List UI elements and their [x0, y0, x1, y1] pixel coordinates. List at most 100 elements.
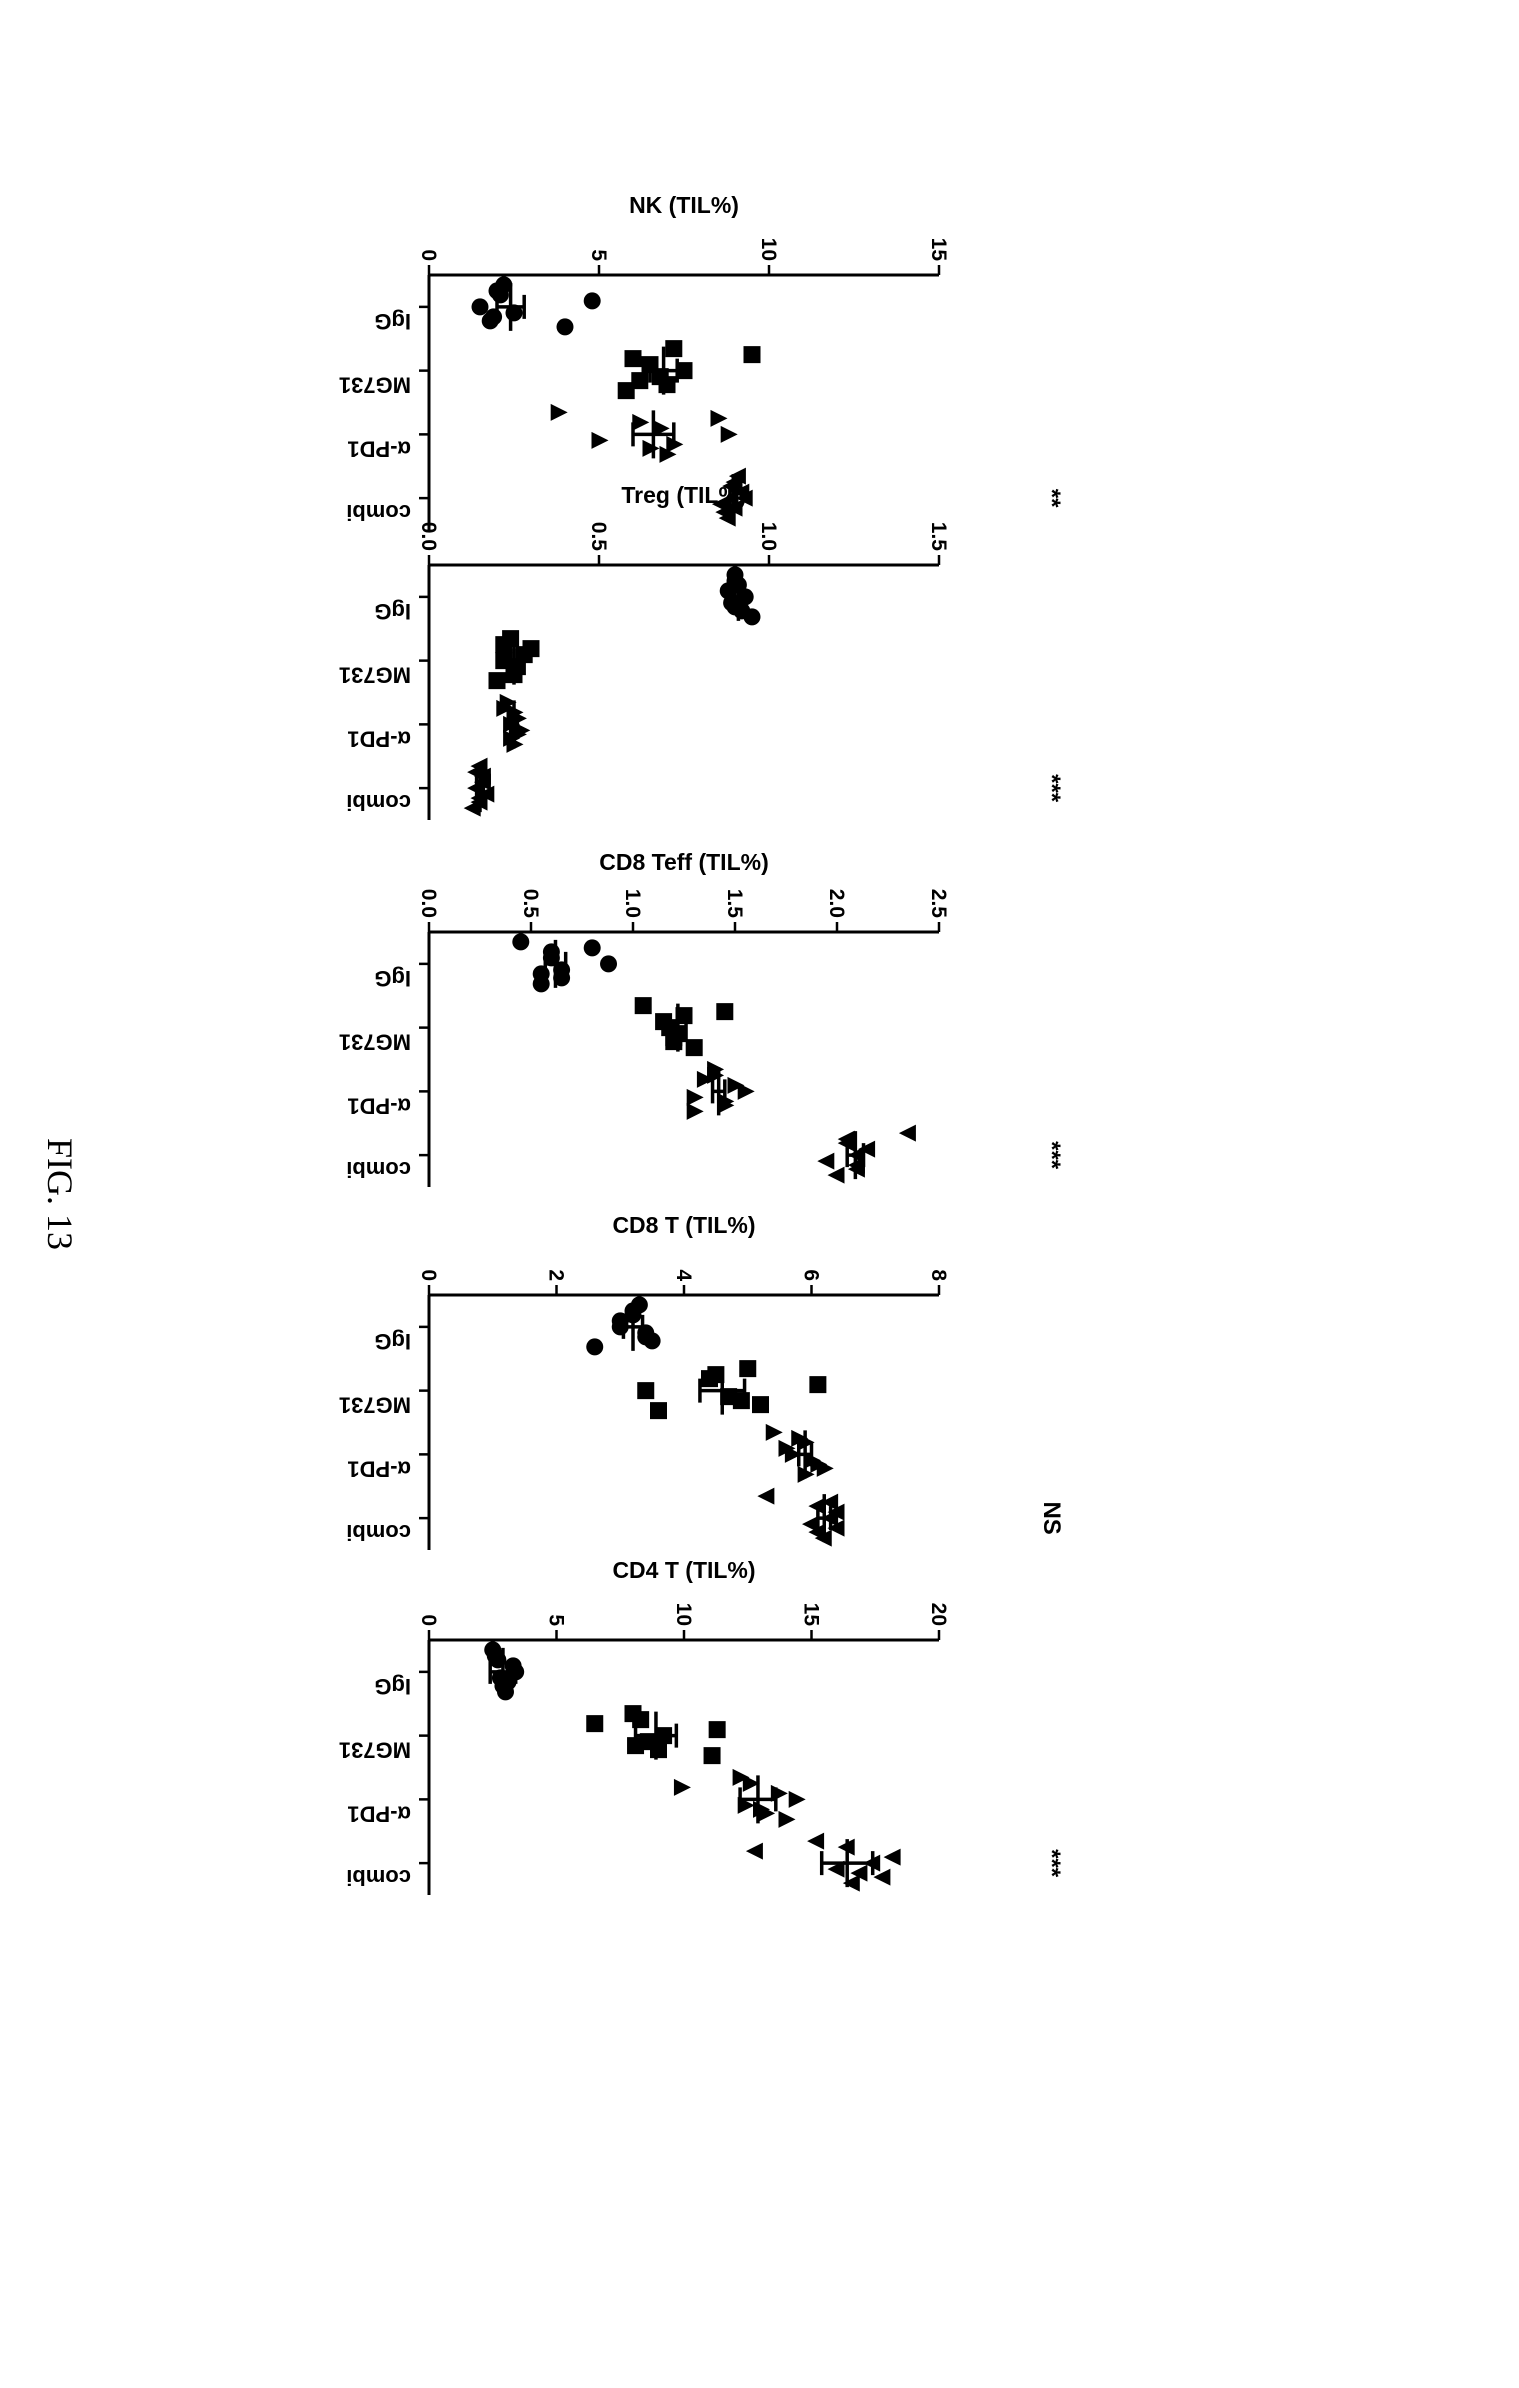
- data-point: [624, 350, 642, 368]
- data-point: [850, 1864, 868, 1882]
- category-label: combi: [346, 1865, 411, 1890]
- data-point: [711, 495, 729, 513]
- data-point: [696, 1070, 714, 1088]
- data-point: [720, 425, 738, 443]
- data-point: [703, 1747, 721, 1765]
- data-point: [858, 1140, 876, 1158]
- category-label: IgG: [374, 1329, 411, 1354]
- data-point: [739, 1360, 757, 1378]
- y-tick-label: 0: [417, 249, 440, 261]
- data-point: [637, 1382, 655, 1400]
- category-label: combi: [346, 1157, 411, 1182]
- data-point: [471, 298, 489, 316]
- data-point: [485, 308, 503, 326]
- category-label: α-PD1: [347, 436, 411, 461]
- y-tick-label: 20: [927, 1603, 950, 1626]
- data-point: [716, 1003, 734, 1021]
- scatter-panel-4: 0 5 10 15 NK (TIL%) IgG MG731 α-PD1 combi **: [339, 192, 1065, 530]
- data-point: [673, 1778, 691, 1796]
- y-tick-label: 2: [545, 1269, 568, 1281]
- data-point: [583, 292, 601, 310]
- y-tick-label: 5: [545, 1614, 568, 1626]
- data-point: [708, 1721, 726, 1739]
- category-label: MG731: [339, 1030, 411, 1055]
- data-point: [665, 340, 683, 358]
- data-point: [685, 1039, 703, 1057]
- category-label: α-PD1: [347, 726, 411, 751]
- data-point: [686, 1102, 704, 1120]
- data-point: [632, 413, 650, 431]
- category-label: MG731: [339, 663, 411, 688]
- significance-label: ***: [1038, 1141, 1065, 1170]
- data-point: [586, 1715, 604, 1733]
- data-point: [743, 346, 761, 364]
- data-point: [583, 939, 601, 957]
- category-label: IgG: [374, 1674, 411, 1699]
- data-point: [631, 372, 649, 390]
- category-label: IgG: [374, 309, 411, 334]
- data-point: [550, 403, 568, 421]
- data-point: [512, 933, 530, 951]
- y-tick-label: 10: [757, 238, 780, 261]
- data-point: [634, 997, 652, 1015]
- y-tick-label: 4: [672, 1269, 695, 1281]
- data-point: [718, 509, 736, 527]
- category-label: IgG: [374, 966, 411, 991]
- y-tick-label: 0: [417, 1269, 440, 1281]
- category-label: combi: [346, 500, 411, 525]
- y-tick-label: 1.5: [723, 889, 746, 919]
- scatter-panel-2: 0.0 0.5 1.0 1.5 2.0 2.5 CD8 Teff (TIL%) IgG MG73…: [339, 849, 1065, 1187]
- data-point: [727, 1076, 745, 1094]
- data-point: [802, 1515, 819, 1533]
- category-label: IgG: [374, 599, 411, 624]
- data-point: [743, 608, 761, 626]
- data-point: [463, 799, 481, 817]
- data-point: [898, 1124, 916, 1142]
- data-point: [532, 965, 550, 983]
- data-point: [817, 1152, 835, 1170]
- y-tick-label: 0.5: [519, 889, 542, 919]
- y-tick-label: 0.0: [417, 889, 440, 918]
- data-point: [732, 1392, 750, 1410]
- data-point: [873, 1868, 891, 1886]
- data-point: [883, 1848, 901, 1866]
- y-tick-label: 2.5: [927, 889, 950, 919]
- category-label: combi: [346, 1520, 411, 1545]
- y-tick-label: 15: [927, 238, 950, 262]
- data-point: [821, 1493, 839, 1511]
- data-point: [650, 1402, 667, 1420]
- data-point: [600, 955, 618, 973]
- y-tick-label: 1.5: [927, 522, 950, 552]
- category-label: combi: [346, 790, 411, 815]
- data-point: [675, 362, 693, 380]
- data-point: [617, 382, 635, 400]
- data-point: [591, 431, 609, 449]
- data-point: [728, 467, 746, 485]
- data-point: [637, 1328, 655, 1346]
- data-point: [499, 693, 517, 711]
- data-point: [701, 1370, 718, 1388]
- data-point: [707, 1060, 725, 1078]
- category-label: MG731: [339, 1393, 411, 1418]
- data-point: [502, 630, 520, 648]
- data-point: [586, 1338, 604, 1356]
- data-point: [735, 489, 753, 507]
- significance-label: NS: [1038, 1501, 1065, 1534]
- data-point: [642, 439, 660, 457]
- scatter-panel-0: 0 5 10 15 20 CD4 T (TIL%) IgG MG731 α-PD1 combi **…: [339, 1557, 1065, 1895]
- data-point: [765, 1423, 783, 1441]
- y-tick-label: 10: [672, 1603, 695, 1626]
- y-tick-label: 0.0: [417, 522, 440, 551]
- data-point: [675, 1007, 693, 1025]
- category-label: MG731: [339, 373, 411, 398]
- data-point: [488, 672, 506, 690]
- y-axis-label: NK (TIL%): [629, 192, 739, 218]
- y-tick-label: 6: [800, 1269, 823, 1281]
- data-point: [757, 1487, 775, 1505]
- data-point: [624, 1705, 642, 1723]
- y-tick-label: 0: [417, 1614, 440, 1626]
- y-tick-label: 1.0: [621, 889, 644, 918]
